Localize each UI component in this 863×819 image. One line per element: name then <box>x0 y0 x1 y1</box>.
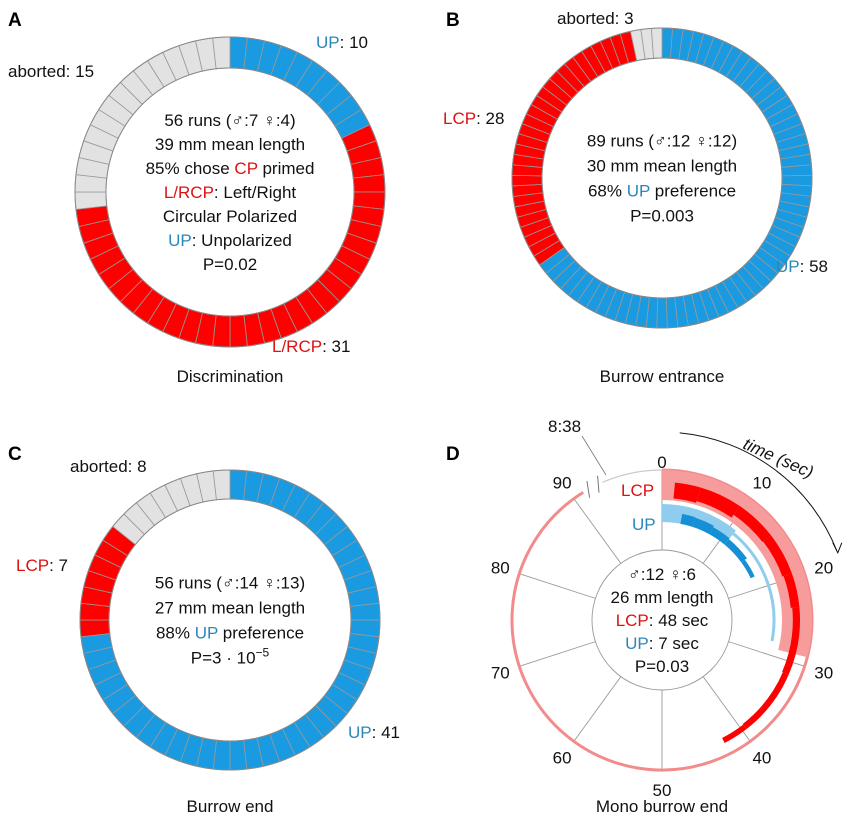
panel-a-center-line: P=0.02 <box>203 255 257 274</box>
panel-d-tick-label: 20 <box>814 559 833 578</box>
panel-a-segment <box>352 174 386 193</box>
panel-d-spoke <box>573 498 622 564</box>
panel-a-segment <box>229 314 248 348</box>
panel-d-spoke <box>573 676 622 742</box>
panel-b-label-up: UP: 58 <box>776 257 828 276</box>
panel-a-segment <box>74 191 108 210</box>
panel-d-lcp-bar <box>722 724 747 743</box>
panel-d-spoke <box>702 676 751 742</box>
panel-d-lcp-bar <box>733 505 772 543</box>
panel-label-c: C <box>8 444 22 465</box>
panel-c-label-up: UP: 41 <box>348 723 400 742</box>
panel-d-lcp-bar <box>742 672 789 730</box>
panel-b-chart: aborted: 3 LCP: 28 UP: 58 89 runs (♂:12 ♀:1… <box>443 9 828 329</box>
panel-label-a: A <box>8 10 22 31</box>
panel-a-chart: UP: 10 L/RCP: 31 aborted: 15 56 runs (♂:7 ♀… <box>8 33 386 356</box>
panel-d-tick-label: 30 <box>814 664 833 683</box>
panel-d-center-line: UP: 7 sec <box>625 634 699 653</box>
panel-label-b: B <box>446 10 460 31</box>
panel-c-slice-up <box>80 469 381 771</box>
panel-c-segment <box>229 739 248 771</box>
panel-a-center-line: 85% chose CP primed <box>146 159 315 178</box>
panel-d-center-line: ♂:12 ♀:6 <box>628 565 696 584</box>
panel-d-lcp-label: LCP <box>621 481 654 500</box>
panel-b-center-line: 68% UP preference <box>588 182 736 201</box>
panel-b-label-aborted: aborted: 3 <box>557 9 634 28</box>
panel-a-center-line: 39 mm mean length <box>155 135 305 154</box>
panel-c-center-line: 27 mm mean length <box>155 599 305 618</box>
panel-d-tick-label: 60 <box>553 749 572 768</box>
panel-label-d: D <box>446 444 460 465</box>
panel-b-label-lcp: LCP: 28 <box>443 109 504 128</box>
panel-b-center-line: 30 mm mean length <box>587 157 737 176</box>
panel-c-segment <box>349 602 381 621</box>
panel-b-segment <box>656 297 668 329</box>
panel-c-center-line: 88% UP preference <box>156 624 304 643</box>
caption-d: Mono burrow end <box>596 797 728 816</box>
panel-d-up-bar <box>724 539 747 563</box>
panel-d-lcp-bar <box>783 573 800 608</box>
panel-a-label-aborted: aborted: 15 <box>8 62 94 81</box>
panel-c-center-line: P=3 · 10−5 <box>191 646 270 668</box>
panel-d-break-label: 8:38 <box>548 417 581 436</box>
panel-d-spoke <box>519 573 596 599</box>
caption-c: Burrow end <box>187 797 274 816</box>
panel-d-center-line: P=0.03 <box>635 657 689 676</box>
panel-d-up-bar <box>692 517 714 535</box>
panel-b-center-line: 89 runs (♂:12 ♀:12) <box>587 132 737 151</box>
panel-b-segment <box>650 27 663 59</box>
panel-d-lcp-bar <box>696 487 740 518</box>
panel-d-lcp-bar <box>673 482 701 503</box>
panel-a-center-line: UP: Unpolarized <box>168 231 292 250</box>
panel-d-up-bar <box>709 527 730 545</box>
panel-d-up-bar <box>741 559 755 579</box>
panel-d-up-trail <box>732 532 776 642</box>
panel-b-center-line: P=0.003 <box>630 207 694 226</box>
panel-c-label-aborted: aborted: 8 <box>70 457 147 476</box>
panel-a-segment <box>212 36 231 70</box>
panel-d-center-line: LCP: 48 sec <box>616 611 709 630</box>
panel-c-segment <box>212 469 231 501</box>
panel-b-segment <box>511 174 543 187</box>
panel-d-lcp-bar <box>763 535 792 577</box>
panel-d-tick-label: 70 <box>491 664 510 683</box>
panel-c-segment <box>79 619 111 638</box>
panel-c-chart: aborted: 8 LCP: 7 UP: 41 56 runs (♂:14 ♀:13… <box>16 457 400 771</box>
panel-a-center-line: 56 runs (♂:7 ♀:4) <box>164 111 295 130</box>
panel-c-center-line: 56 runs (♂:14 ♀:13) <box>155 574 305 593</box>
panel-d-rim-break <box>602 469 663 483</box>
panel-a-center-line: L/RCP: Left/Right <box>164 183 297 202</box>
panel-c-label-lcp: LCP: 7 <box>16 556 68 575</box>
panel-d-tick-label: 0 <box>657 453 666 472</box>
panel-a-center-line: Circular Polarized <box>163 207 297 226</box>
caption-a: Discrimination <box>177 367 284 386</box>
panel-d-up-bar <box>680 513 696 527</box>
panel-d-time-arrow <box>679 432 838 551</box>
panel-d-tick-label: 90 <box>553 474 572 493</box>
panel-a-label-up: UP: 10 <box>316 33 368 52</box>
panel-d-center-line: 26 mm length <box>611 588 714 607</box>
panel-a-label-lrcp: L/RCP: 31 <box>272 337 350 356</box>
panel-d-inner-circle <box>591 549 733 691</box>
panel-d-spoke <box>519 641 596 667</box>
panel-d-tick-label: 50 <box>653 781 672 800</box>
panel-d-lcp-bar <box>782 607 801 675</box>
caption-b: Burrow entrance <box>600 367 725 386</box>
panel-d-tick-label: 10 <box>752 474 771 493</box>
panel-b-slice-up <box>539 27 813 329</box>
panel-c-slice-lcp <box>79 525 136 638</box>
panel-d-tick-label: 40 <box>752 749 771 768</box>
panel-d-up-label: UP <box>632 515 656 534</box>
panel-d-tick-label: 80 <box>491 559 510 578</box>
